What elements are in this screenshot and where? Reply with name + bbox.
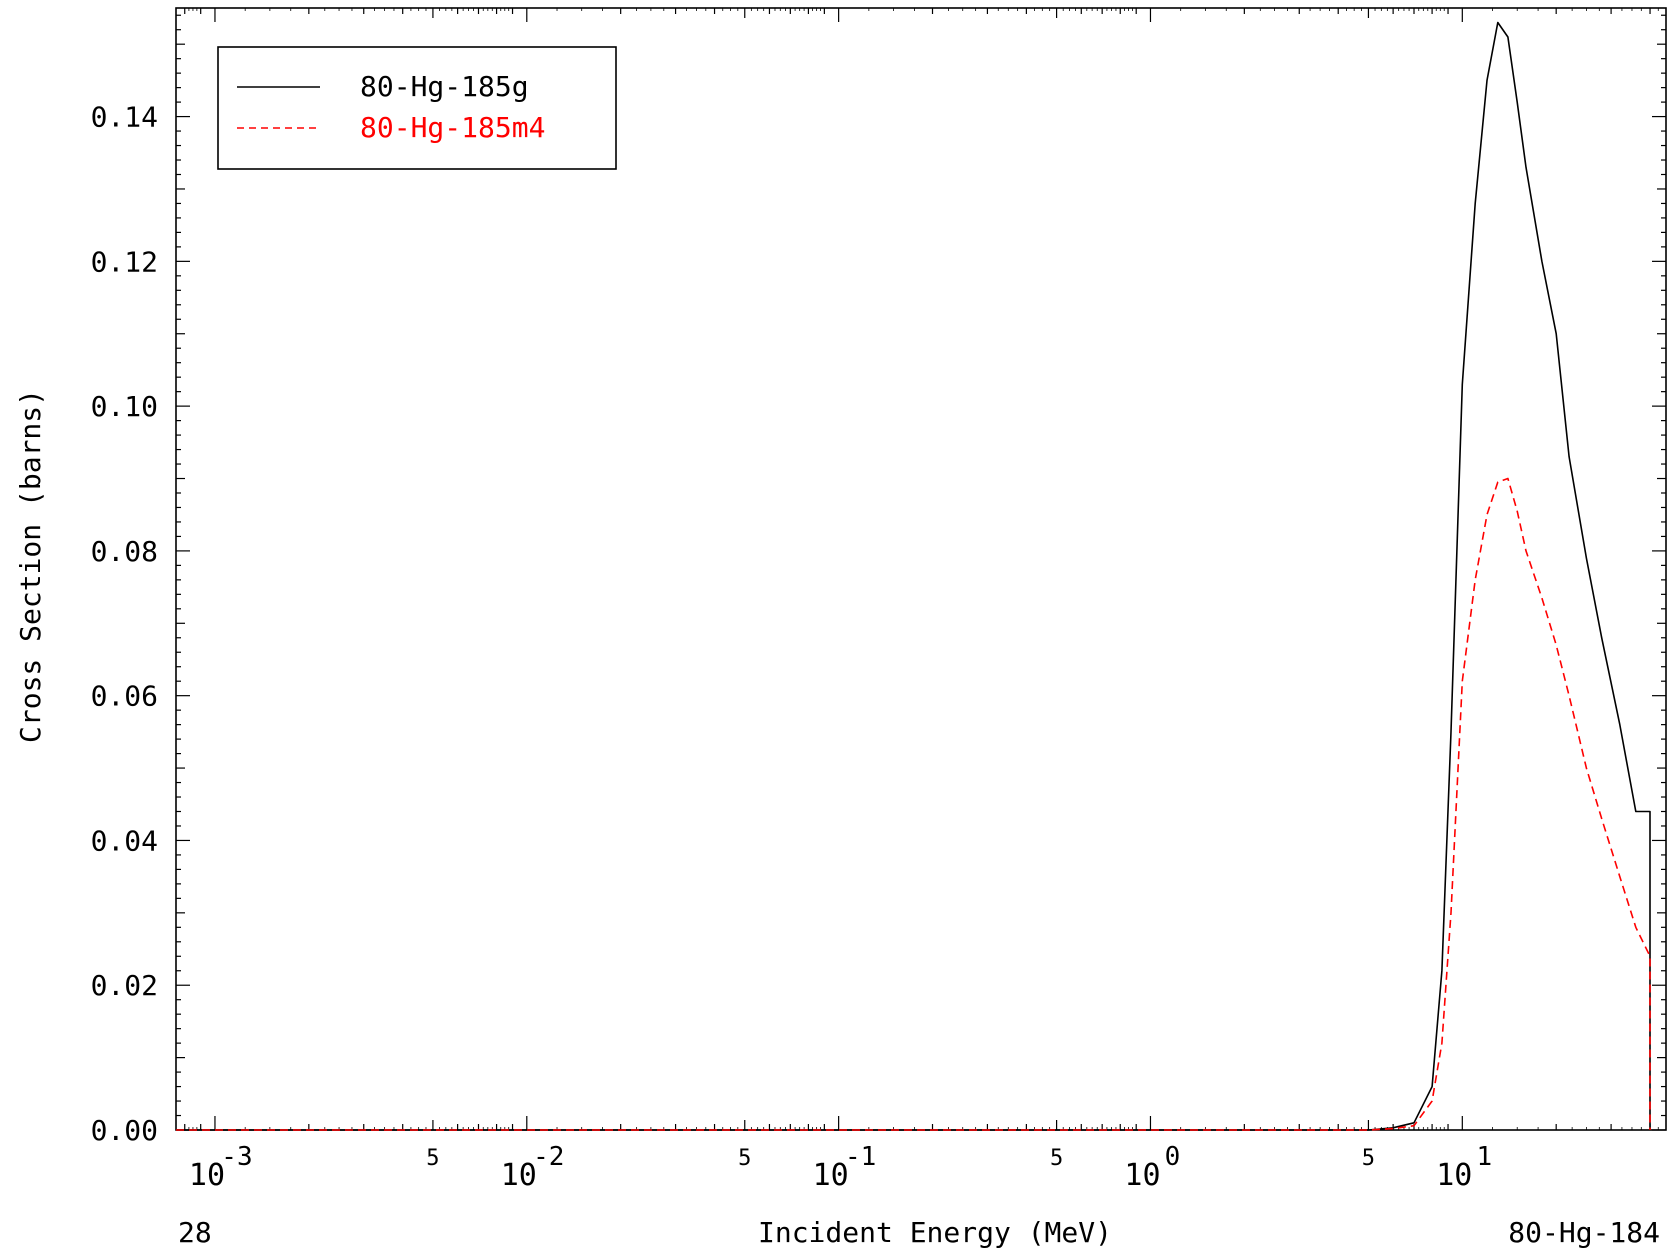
x-minor-tick-label: 5 xyxy=(426,1146,439,1171)
y-axis-label: Cross Section (barns) xyxy=(14,389,47,743)
x-tick-label-exponent: 0 xyxy=(1165,1142,1181,1172)
x-tick-label: 10 xyxy=(1124,1158,1160,1193)
x-tick-label: 10 xyxy=(813,1158,849,1193)
legend-label-series-2: 80-Hg-185m4 xyxy=(360,111,545,144)
y-axis-ticks: 0.00 0.02 0.04 0.06 0.08 0.10 0.12 0.14 xyxy=(91,14,1666,1147)
y-tick-label: 0.04 xyxy=(91,824,158,857)
legend-box xyxy=(217,46,617,170)
x-tick-label: 10 xyxy=(1436,1158,1472,1193)
y-tick-label: 0.02 xyxy=(91,969,158,1002)
legend-label-series-1: 80-Hg-185g xyxy=(360,70,529,103)
x-tick-label: 10 xyxy=(501,1158,537,1193)
series-line-1 xyxy=(176,21,1651,1131)
y-tick-label: 0.06 xyxy=(91,680,158,713)
series-line-2 xyxy=(176,477,1651,1131)
x-tick-label-exponent: -1 xyxy=(845,1142,876,1172)
x-tick-label-exponent: 1 xyxy=(1476,1142,1492,1172)
x-minor-tick-label: 5 xyxy=(738,1146,751,1171)
x-minor-tick-label: 5 xyxy=(1050,1146,1063,1171)
y-tick-label: 0.14 xyxy=(91,101,158,134)
series-layer xyxy=(176,21,1651,1131)
y-tick-label: 0.12 xyxy=(91,245,158,278)
x-tick-label: 10 xyxy=(189,1158,225,1193)
x-minor-tick-label: 5 xyxy=(1362,1146,1375,1171)
x-tick-label-exponent: -2 xyxy=(533,1142,564,1172)
footer-left-label: 28 xyxy=(178,1216,212,1249)
y-tick-label: 0.08 xyxy=(91,535,158,568)
y-tick-label: 0.00 xyxy=(91,1114,158,1147)
y-tick-label: 0.10 xyxy=(91,390,158,423)
legend: 80-Hg-185g 80-Hg-185m4 xyxy=(217,46,617,170)
footer-right-label: 80-Hg-184 xyxy=(1508,1216,1660,1249)
x-axis-label: Incident Energy (MeV) xyxy=(758,1216,1112,1249)
x-tick-label-exponent: -3 xyxy=(221,1142,252,1172)
